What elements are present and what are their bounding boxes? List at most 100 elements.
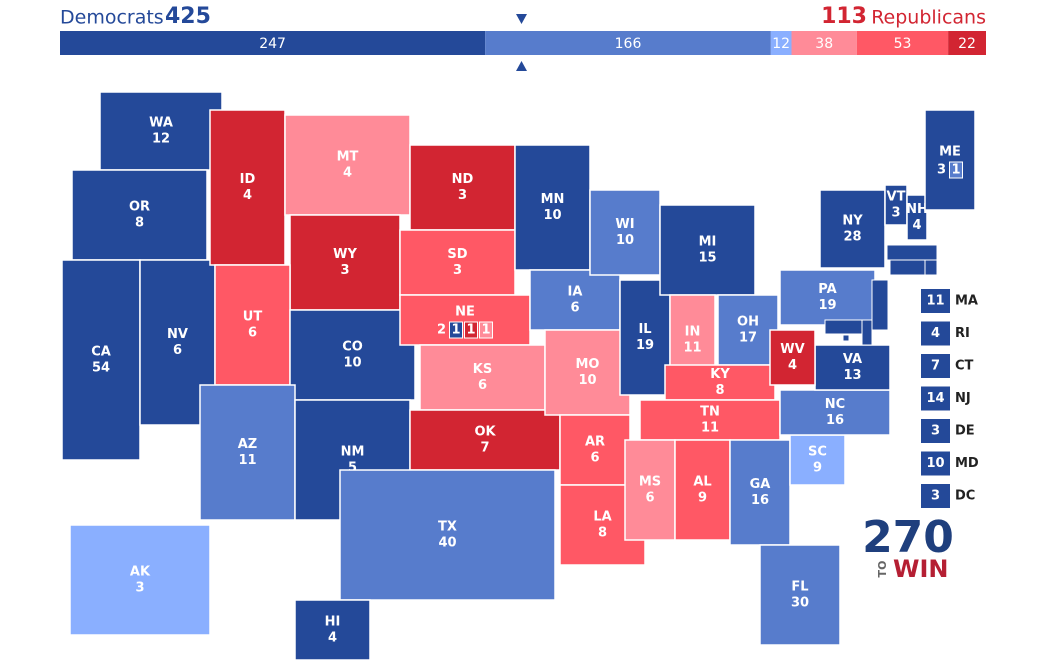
bar-value: 53 <box>894 36 912 52</box>
state-votes: 3 <box>135 581 144 596</box>
small-state-box <box>921 419 950 443</box>
state-votes: 6 <box>173 343 182 358</box>
totals-bar: 247 166 12 38 53 22 <box>60 31 986 55</box>
state-shape <box>889 259 926 276</box>
state-votes: 7 <box>480 441 489 456</box>
state-shape <box>924 109 976 211</box>
small-state-box <box>921 354 950 378</box>
state-abbr: WV <box>780 342 804 357</box>
state-votes: 4 <box>243 188 252 203</box>
state-shape <box>199 384 296 521</box>
state-abbr: AK <box>130 565 151 580</box>
state-votes: 3 <box>458 188 467 203</box>
state-votes: 8 <box>135 216 144 231</box>
state-votes: 11 <box>683 341 701 356</box>
state-shape <box>289 309 416 401</box>
state-abbr: IN <box>685 325 701 340</box>
bar-segment <box>485 31 771 55</box>
state-votes: 3 <box>891 206 900 221</box>
state-votes: 11 <box>701 421 719 436</box>
state-votes: 6 <box>248 326 257 341</box>
state-abbr: MI <box>699 235 717 250</box>
dem-total: 425 <box>165 4 211 29</box>
dem-label: Democrats <box>60 7 164 29</box>
state-votes: 2 <box>437 323 446 338</box>
state-shape <box>871 279 889 331</box>
state-abbr: HI <box>325 615 341 630</box>
state-shape <box>209 109 286 266</box>
state-shape <box>674 439 731 541</box>
state-votes: 10 <box>578 373 596 388</box>
state-votes: 6 <box>590 451 599 466</box>
states: WA12OR8CA54NV6ID4MT4WY3UT6CO10AZ11NM5ND3… <box>61 91 976 661</box>
small-state-abbr: NJ <box>955 391 971 406</box>
state-votes: 6 <box>645 491 654 506</box>
state-votes: 30 <box>791 596 809 611</box>
logo-word: WIN <box>893 555 949 583</box>
state-votes: 12 <box>152 132 170 147</box>
state-votes: 9 <box>813 461 822 476</box>
district-box <box>949 161 963 179</box>
small-state-votes: 3 <box>931 489 940 504</box>
state-shape <box>69 524 211 636</box>
state-shape <box>779 389 891 436</box>
state-abbr: CO <box>342 340 363 355</box>
state-abbr: SC <box>808 445 827 460</box>
bar-segment <box>60 31 486 55</box>
state-abbr: MT <box>337 150 359 165</box>
state-abbr: AR <box>585 435 605 450</box>
state-shape <box>559 414 631 486</box>
state-abbr: ND <box>452 172 474 187</box>
bar-segment <box>948 31 986 55</box>
state-votes: 4 <box>328 631 337 646</box>
state-shape <box>589 189 661 276</box>
small-state-list: 11 MA 4 RI 7 CT 14 NJ 3 DE 10 MD 3 DC <box>921 289 979 508</box>
state-votes: 16 <box>826 413 844 428</box>
state-votes: 9 <box>698 491 707 506</box>
state-votes: 6 <box>478 378 487 393</box>
state-abbr: SD <box>447 247 467 262</box>
state-abbr: NC <box>825 397 845 412</box>
state-abbr: UT <box>243 310 263 325</box>
state-abbr: TN <box>700 405 720 420</box>
logo: 270 TO WIN <box>862 512 954 583</box>
state-abbr: ID <box>240 172 256 187</box>
state-abbr: IL <box>638 322 651 337</box>
state-abbr: VA <box>843 352 862 367</box>
state-shape <box>339 469 556 601</box>
state-shape <box>906 194 928 241</box>
small-state-abbr: MA <box>955 294 978 309</box>
state-abbr: KS <box>473 362 492 377</box>
state-votes: 10 <box>616 233 634 248</box>
state-abbr: WA <box>149 116 173 131</box>
small-state-votes: 7 <box>931 359 940 374</box>
state-votes: 6 <box>570 301 579 316</box>
state-abbr: MS <box>639 475 661 490</box>
state-shape <box>819 189 886 269</box>
state-abbr: KY <box>710 367 730 382</box>
state-shape <box>419 344 546 411</box>
state-shape <box>861 319 873 346</box>
state-shape <box>284 114 411 216</box>
state-votes: 3 <box>453 263 462 278</box>
small-state-votes: 14 <box>926 391 944 406</box>
state-abbr: PA <box>818 282 836 297</box>
state-abbr: TX <box>438 520 457 535</box>
district-box <box>464 321 478 339</box>
state-votes: 10 <box>543 208 561 223</box>
state-abbr: AZ <box>238 437 258 452</box>
state-abbr: NE <box>455 305 475 320</box>
state-shape <box>624 439 676 541</box>
district-box <box>479 321 493 339</box>
state-votes: 40 <box>438 536 456 551</box>
state-votes: 4 <box>912 218 921 233</box>
state-abbr: NH <box>906 202 928 217</box>
state-abbr: WY <box>333 247 357 262</box>
district-votes: 1 <box>451 323 460 338</box>
bar-value: 247 <box>259 36 286 52</box>
state-abbr: ME <box>939 145 961 160</box>
state-votes: 4 <box>788 358 797 373</box>
state-abbr: MO <box>576 357 600 372</box>
state-abbr: NM <box>341 445 365 460</box>
